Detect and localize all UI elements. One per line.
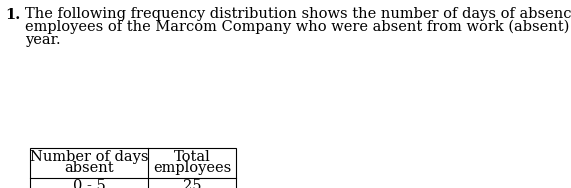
Text: absent: absent [64,161,114,175]
Text: Total: Total [174,150,210,164]
Bar [30,148,236,188]
Text: 1.: 1. [5,8,20,22]
Text: The following frequency distribution shows the number of days of absence of: The following frequency distribution sho… [25,7,571,21]
Text: year.: year. [25,33,61,47]
Text: employees of the Marcom Company who were absent from work (absent) for one: employees of the Marcom Company who were… [25,20,571,34]
Text: Number of days: Number of days [30,150,148,164]
Text: 0 - 5: 0 - 5 [73,180,106,188]
Text: employees: employees [153,161,231,175]
Text: 25: 25 [183,180,201,188]
